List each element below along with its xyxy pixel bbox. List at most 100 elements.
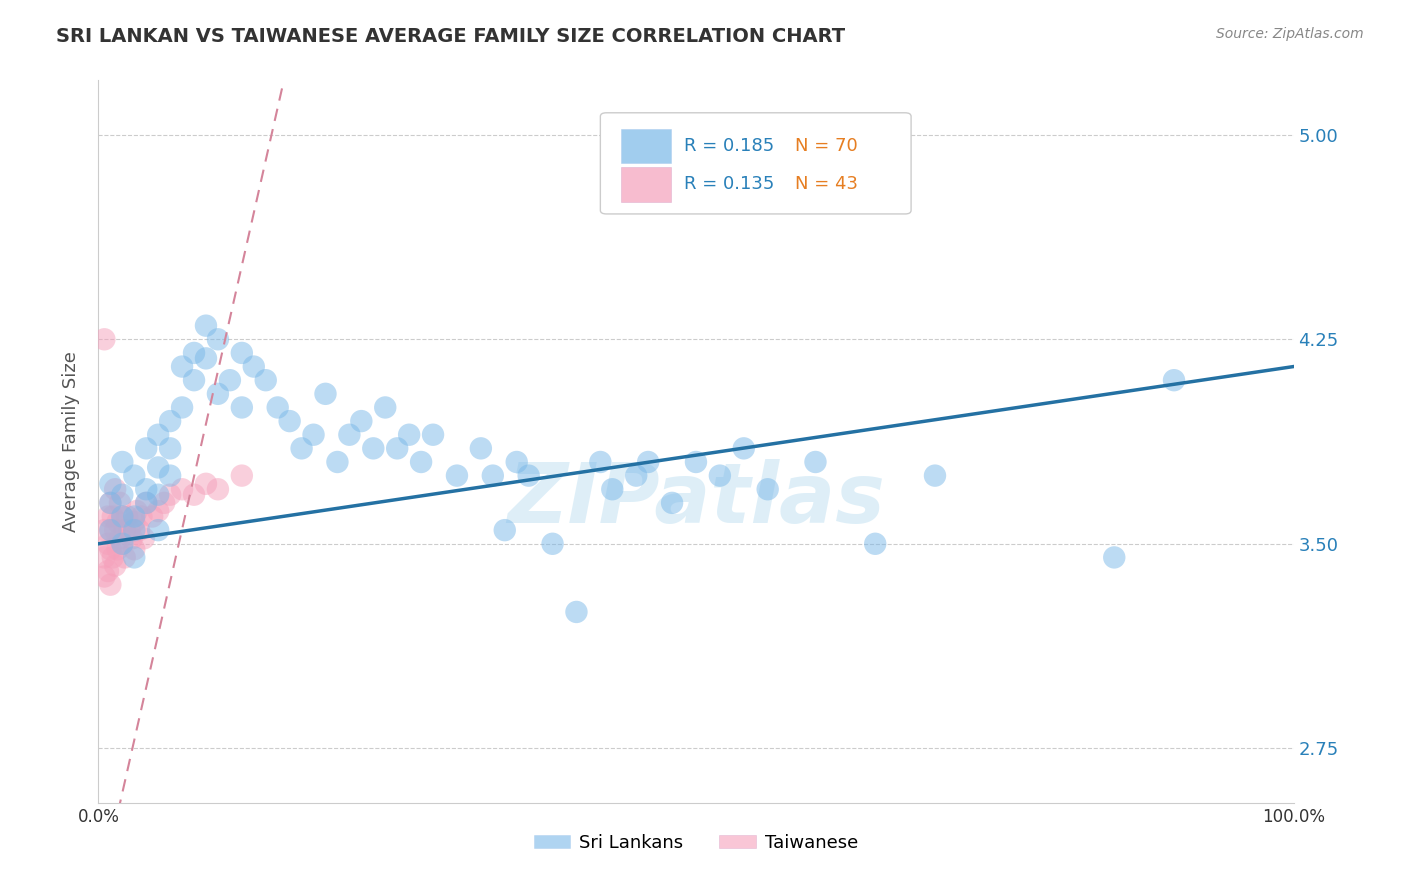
Point [115, 509, 138, 524]
Point [637, 455, 659, 469]
Text: Source: ZipAtlas.com: Source: ZipAtlas.com [1216, 27, 1364, 41]
Point [626, 468, 648, 483]
Point [93, 523, 115, 537]
Point [494, 523, 516, 537]
Point [111, 509, 134, 524]
Point [101, 509, 124, 524]
Point [291, 442, 314, 456]
Point [231, 346, 253, 360]
Point [661, 496, 683, 510]
Point [172, 401, 194, 415]
Point [709, 468, 731, 483]
Point [602, 482, 624, 496]
Point [446, 468, 468, 483]
Point [517, 468, 540, 483]
Point [243, 359, 266, 374]
FancyBboxPatch shape [600, 112, 911, 214]
Point [111, 537, 134, 551]
Point [363, 442, 385, 456]
Point [135, 496, 157, 510]
Point [111, 488, 134, 502]
Point [98, 476, 122, 491]
Point [104, 482, 127, 496]
Point [98, 542, 122, 557]
Point [108, 532, 131, 546]
Point [118, 523, 141, 537]
Point [98, 523, 122, 537]
Text: R = 0.135: R = 0.135 [685, 176, 775, 194]
Point [1163, 373, 1185, 387]
Point [172, 359, 194, 374]
Point [98, 577, 122, 591]
Point [326, 455, 349, 469]
Point [374, 401, 396, 415]
Point [924, 468, 946, 483]
Point [108, 496, 131, 510]
Point [183, 488, 205, 502]
Point [111, 455, 134, 469]
Point [132, 532, 155, 546]
Point [207, 387, 229, 401]
Point [141, 509, 163, 524]
Text: N = 70: N = 70 [796, 137, 858, 155]
Point [131, 509, 153, 524]
Point [114, 523, 136, 537]
Text: N = 43: N = 43 [796, 176, 858, 194]
Point [315, 387, 337, 401]
Point [733, 442, 755, 456]
Point [135, 442, 157, 456]
Point [565, 605, 588, 619]
Point [481, 468, 505, 483]
Point [124, 515, 146, 529]
Point [411, 455, 433, 469]
Point [135, 496, 157, 510]
Point [114, 550, 136, 565]
Point [195, 318, 218, 333]
Point [159, 488, 181, 502]
Text: R = 0.185: R = 0.185 [685, 137, 775, 155]
Point [195, 351, 218, 366]
Point [124, 468, 146, 483]
Point [97, 537, 120, 551]
Point [111, 537, 134, 551]
Point [231, 468, 253, 483]
Point [97, 509, 120, 524]
Legend: Sri Lankans, Taiwanese: Sri Lankans, Taiwanese [527, 826, 865, 859]
Point [128, 523, 150, 537]
Text: ZIPatlas: ZIPatlas [508, 458, 884, 540]
Point [207, 482, 229, 496]
Point [589, 455, 612, 469]
Point [231, 401, 253, 415]
Point [159, 468, 181, 483]
Point [148, 488, 170, 502]
FancyBboxPatch shape [620, 167, 671, 202]
Point [172, 482, 194, 496]
Point [148, 427, 170, 442]
Point [148, 523, 170, 537]
Point [101, 550, 124, 565]
Point [104, 558, 127, 573]
Point [148, 460, 170, 475]
Point [422, 427, 444, 442]
Point [121, 532, 143, 546]
Point [1104, 550, 1126, 565]
Point [93, 569, 115, 583]
Point [98, 496, 122, 510]
Point [865, 537, 887, 551]
Point [93, 550, 115, 565]
Point [148, 504, 170, 518]
Point [124, 509, 146, 524]
Point [93, 332, 115, 346]
Point [339, 427, 361, 442]
Point [302, 427, 325, 442]
Point [111, 509, 134, 524]
Point [135, 482, 157, 496]
Point [124, 550, 146, 565]
Point [124, 523, 146, 537]
Point [195, 476, 218, 491]
Point [350, 414, 373, 428]
Point [104, 523, 127, 537]
FancyBboxPatch shape [620, 128, 671, 163]
Point [183, 346, 205, 360]
Point [124, 542, 146, 557]
